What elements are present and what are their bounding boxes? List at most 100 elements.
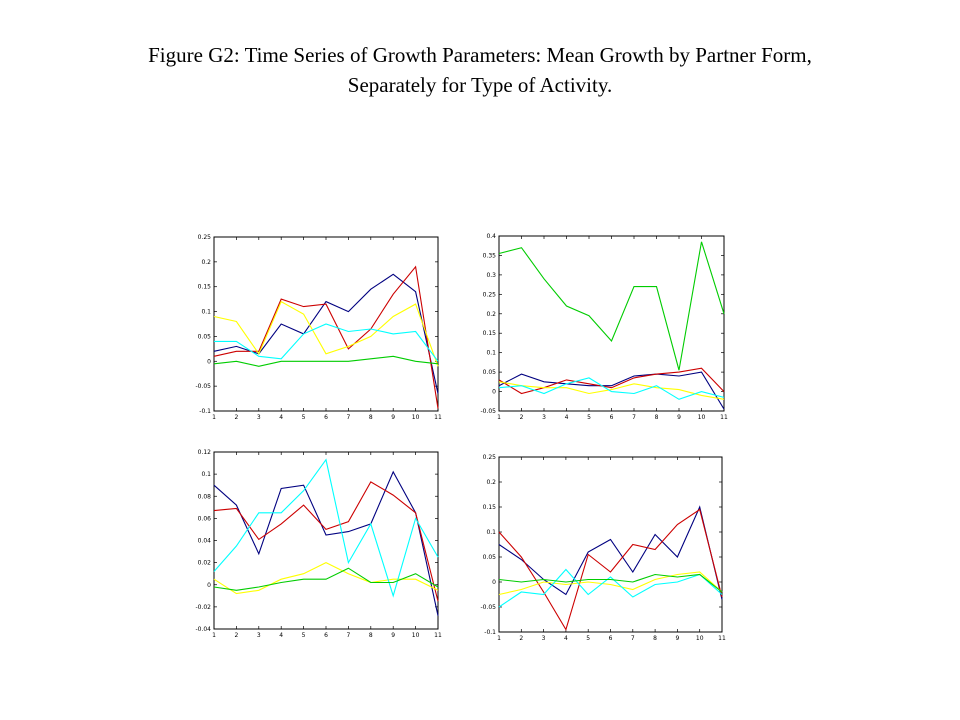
x-tick-label: 8 (369, 414, 373, 421)
series-line-green (498, 241, 725, 371)
x-tick-label: 2 (234, 414, 238, 421)
series-line-green (213, 355, 439, 367)
x-tick-label: 11 (434, 414, 442, 421)
series-line-navy (498, 505, 723, 600)
series-line-navy (498, 371, 725, 410)
x-tick-label: 10 (696, 635, 704, 642)
x-tick-label: 4 (279, 414, 283, 421)
chart-panel-3: -0.04 -0.02 0 0.02 0.04 0.06 0.08 0.1 0.12 1 2 3 4 5 6… (195, 449, 442, 639)
y-tick-label: 0 (492, 389, 496, 396)
y-tick-label: 0.2 (486, 479, 496, 486)
figure-title-line-1: Figure G2: Time Series of Growth Paramet… (148, 43, 812, 67)
y-tick-label: 0.4 (486, 233, 496, 240)
x-tick-label: 4 (279, 632, 283, 639)
x-tick-label: 3 (257, 414, 261, 421)
series-line-navy (213, 470, 439, 616)
y-tick-label: 0.02 (198, 560, 212, 567)
figure-title-line-2: Separately for Type of Activity. (347, 73, 613, 97)
x-tick-label: 7 (346, 414, 350, 421)
plot-frame (498, 456, 723, 633)
x-tick-label: 3 (542, 414, 546, 421)
series-line-cyan (213, 458, 439, 598)
x-tick-label: 10 (698, 414, 706, 421)
x-tick-label: 6 (609, 635, 613, 642)
y-tick-label: 0.06 (198, 515, 212, 522)
x-tick-label: 3 (257, 632, 261, 639)
y-tick-label: 0.25 (198, 234, 212, 241)
x-tick-label: 8 (655, 414, 659, 421)
x-tick-label: 11 (720, 414, 728, 421)
y-tick-label: 0.2 (486, 311, 496, 318)
x-tick-label: 8 (653, 635, 657, 642)
y-tick-label: 0.25 (483, 291, 497, 298)
chart-panel-2: -0.05 0 0.05 0.1 0.15 0.2 0.25 0.3 0.35 0.4 1 2 3 4 5 6… (480, 233, 728, 421)
y-tick-label: -0.1 (199, 408, 211, 415)
y-tick-label: 0 (207, 582, 211, 589)
series-line-cyan (214, 323, 439, 362)
x-tick-label: 9 (675, 635, 679, 642)
x-tick-label: 5 (302, 414, 306, 421)
x-tick-label: 9 (391, 414, 395, 421)
y-tick-label: 0.05 (483, 369, 497, 376)
series-line-cyan (498, 568, 723, 608)
x-tick-label: 5 (302, 632, 306, 639)
y-tick-label: -0.1 (484, 629, 496, 636)
y-tick-label: -0.02 (195, 604, 211, 611)
y-tick-label: -0.04 (195, 626, 211, 633)
x-tick-label: 1 (497, 414, 501, 421)
x-tick-label: 7 (346, 632, 350, 639)
y-tick-label: 0.08 (198, 493, 212, 500)
x-tick-label: 11 (718, 635, 726, 642)
x-tick-label: 4 (565, 414, 569, 421)
x-tick-label: 7 (632, 414, 636, 421)
y-tick-label: 0.1 (201, 309, 211, 316)
x-tick-label: 5 (587, 414, 591, 421)
y-tick-label: 0.2 (201, 259, 211, 266)
y-tick-label: 0.05 (198, 333, 212, 340)
y-tick-label: 0.04 (198, 538, 212, 545)
y-tick-label: -0.05 (195, 383, 211, 390)
x-tick-label: 1 (212, 632, 216, 639)
series-line-yellow (498, 571, 723, 596)
plot-frame (213, 451, 439, 630)
y-tick-label: 0.1 (201, 471, 211, 478)
x-tick-label: 11 (434, 632, 442, 639)
x-tick-label: 9 (391, 632, 395, 639)
series-line-navy (213, 273, 439, 394)
y-tick-label: 0.12 (198, 449, 212, 456)
y-tick-label: 0.1 (486, 350, 496, 357)
series-line-cyan (498, 377, 725, 400)
x-tick-label: 6 (324, 414, 328, 421)
series-line-green (498, 573, 723, 593)
x-tick-label: 2 (519, 635, 523, 642)
figure-title: Figure G2: Time Series of Growth Paramet… (0, 40, 960, 100)
x-tick-label: 3 (542, 635, 546, 642)
y-tick-label: 0.25 (483, 454, 497, 461)
x-tick-label: 9 (677, 414, 681, 421)
y-tick-label: 0.05 (483, 554, 497, 561)
chart-panel-1: -0.1 -0.05 0 0.05 0.1 0.15 0.2 0.25 1 2 3 4 5 6 7 8 9 10 1… (195, 234, 442, 421)
series-line-red (498, 367, 725, 395)
series-line-yellow (213, 300, 439, 367)
x-tick-label: 1 (212, 414, 216, 421)
x-tick-label: 1 (497, 635, 501, 642)
chart-panel-4: -0.1 -0.05 0 0.05 0.1 0.15 0.2 0.25 1 2 3 4 5 6 7 8 9 10 1… (480, 454, 726, 642)
y-tick-label: 0.35 (483, 252, 497, 259)
x-tick-label: 7 (631, 635, 635, 642)
x-tick-label: 6 (610, 414, 614, 421)
y-tick-label: -0.05 (480, 408, 496, 415)
x-tick-label: 2 (520, 414, 524, 421)
plot-frame (498, 235, 725, 412)
y-tick-label: -0.05 (480, 604, 496, 611)
x-tick-label: 2 (234, 632, 238, 639)
y-tick-label: 0.3 (486, 272, 496, 279)
y-tick-label: 0.15 (483, 504, 497, 511)
x-tick-label: 10 (412, 414, 420, 421)
x-tick-label: 4 (564, 635, 568, 642)
x-tick-label: 5 (586, 635, 590, 642)
series-line-red (213, 481, 439, 602)
y-tick-label: 0 (207, 358, 211, 365)
x-tick-label: 10 (412, 632, 420, 639)
x-tick-label: 8 (369, 632, 373, 639)
